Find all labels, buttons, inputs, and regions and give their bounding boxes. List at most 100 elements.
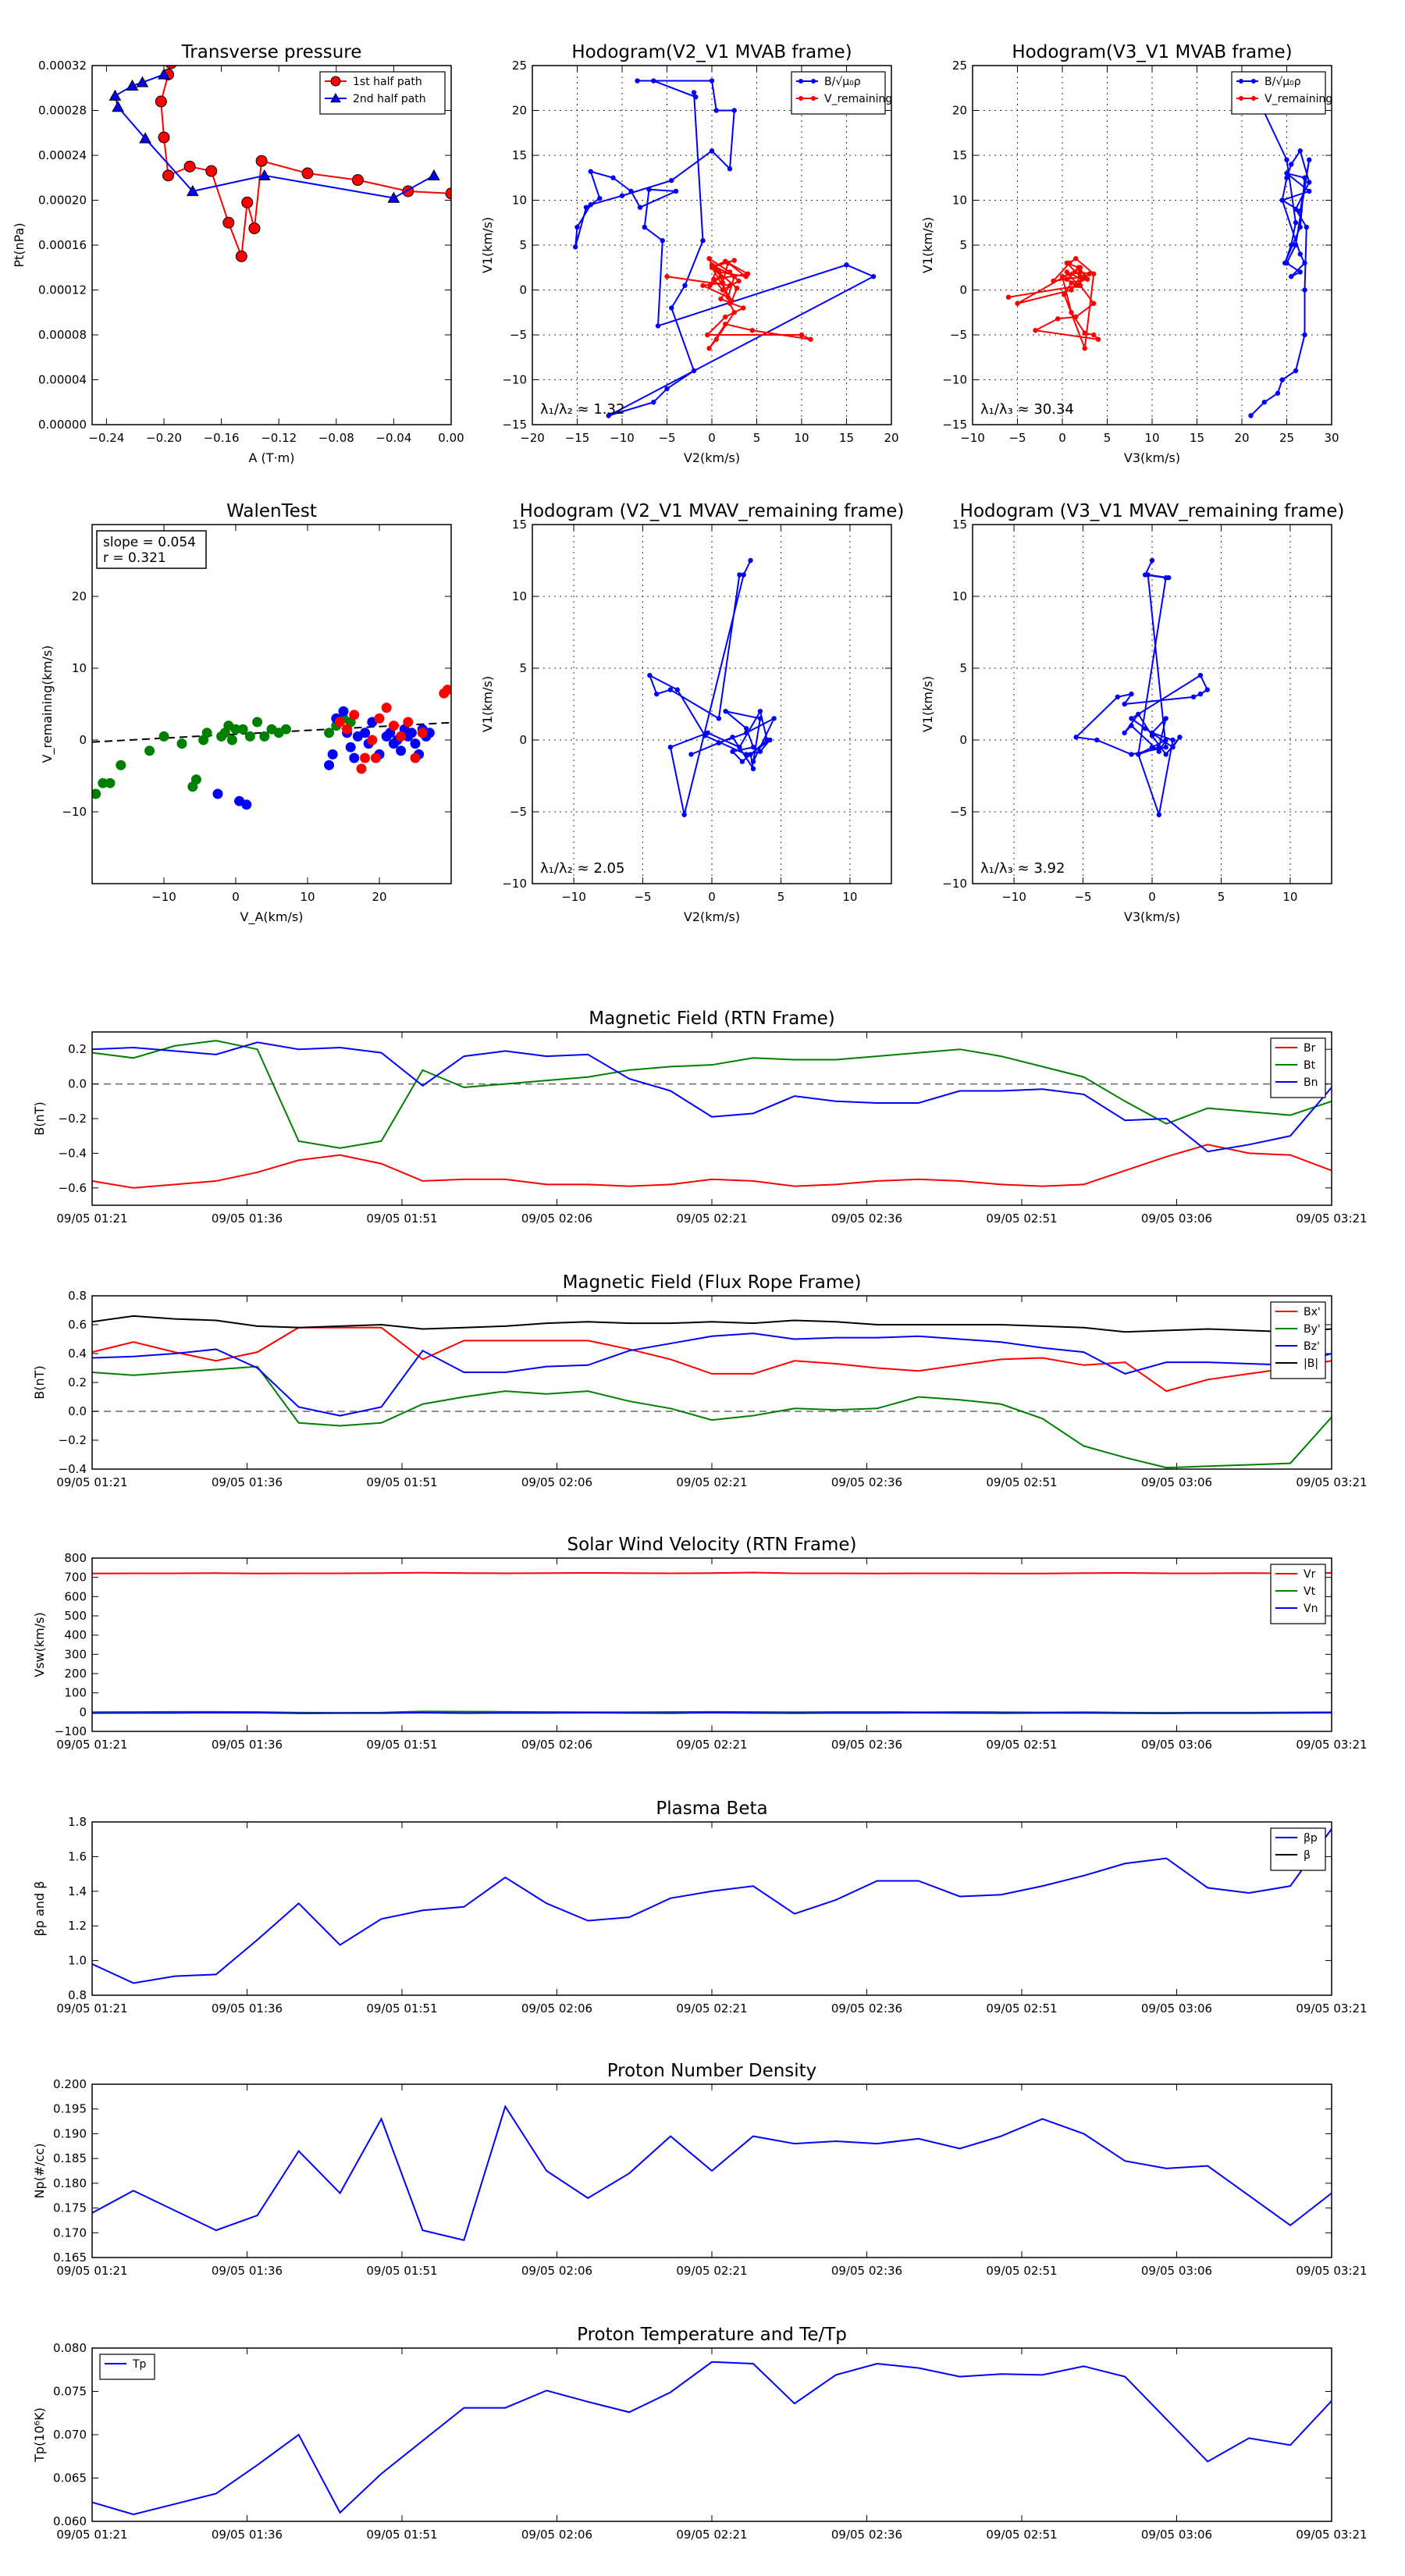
y-tick-label: 1.4 — [68, 1884, 87, 1898]
x-tick-label: 09/05 02:36 — [831, 2001, 902, 2016]
legend: Bx' By' Bz' |B| — [1270, 1301, 1326, 1379]
data-point — [1129, 752, 1134, 757]
series-2nd-half-path — [108, 68, 440, 203]
x-tick-label: 0 — [1148, 890, 1156, 904]
ratio-annotation: λ₁/λ₂ ≈ 2.05 — [540, 860, 624, 877]
y-tick-label: −10 — [942, 877, 967, 891]
data-line — [92, 1571, 1332, 1574]
data-point — [574, 224, 580, 230]
data-line — [92, 1828, 1332, 1984]
data-point — [1177, 735, 1183, 740]
data-point — [588, 169, 593, 174]
x-tick-label: 09/05 03:06 — [1141, 1475, 1212, 1489]
x-tick-label: 09/05 02:06 — [521, 1212, 592, 1226]
y-tick-label: 0.00032 — [38, 59, 87, 73]
data-point — [637, 205, 643, 210]
data-point — [280, 724, 291, 735]
y-tick-label: 100 — [64, 1686, 87, 1700]
data-point — [720, 287, 725, 293]
y-tick-label: −10 — [62, 805, 87, 819]
y-tick-label: 300 — [64, 1647, 87, 1661]
data-point — [748, 752, 753, 757]
x-tick-label: 09/05 03:06 — [1141, 1738, 1212, 1752]
x-tick-label: 09/05 01:36 — [212, 1475, 283, 1489]
data-point — [1082, 330, 1087, 336]
chart-title: Proton Number Density — [607, 2061, 817, 2081]
data-point — [1062, 292, 1067, 297]
data-point — [725, 294, 731, 300]
data-point — [808, 336, 813, 342]
x-tick-label: −10 — [1001, 890, 1026, 904]
data-point — [712, 264, 717, 269]
x-axis-label: V3(km/s) — [1124, 450, 1180, 465]
x-tick-label: −0.04 — [375, 431, 411, 445]
data-point — [155, 95, 167, 108]
y-tick-label: 5 — [519, 661, 527, 675]
data-point — [723, 322, 728, 327]
x-tick-label: 09/05 02:51 — [986, 1738, 1057, 1752]
plot-frame — [532, 524, 892, 884]
y-tick-label: 0 — [519, 733, 527, 747]
data-point — [588, 202, 593, 208]
series-br — [92, 1144, 1332, 1189]
plot-frame — [91, 1821, 1332, 1996]
data-point — [1129, 716, 1134, 721]
y-tick-label: 5 — [959, 238, 967, 252]
data-point — [664, 274, 670, 279]
data-line — [1245, 74, 1311, 417]
x-tick-label: 09/05 02:06 — [521, 2264, 592, 2278]
y-tick-label: 0.195 — [53, 2102, 87, 2116]
plot-frame — [91, 1031, 1332, 1206]
panel-mag_fr: 09/05 01:21 09/05 01:36 09/05 01:51 09/05 0… — [32, 1272, 1368, 1489]
data-point — [647, 673, 653, 678]
data-point — [1082, 346, 1087, 351]
data-point — [1302, 332, 1307, 338]
data-point — [370, 753, 381, 763]
data-point — [727, 269, 733, 275]
data-point — [1122, 730, 1127, 735]
data-point — [1077, 269, 1083, 275]
y-tick-label: −15 — [502, 418, 527, 432]
plot-frame — [972, 524, 1332, 884]
data-point — [116, 760, 126, 770]
data-point — [707, 283, 713, 288]
data-point — [718, 274, 724, 279]
series-blue — [212, 706, 435, 810]
data-point — [248, 222, 261, 234]
data-point — [660, 238, 665, 244]
data-point — [750, 766, 756, 771]
data-line — [92, 1041, 1332, 1153]
data-line — [92, 2361, 1332, 2516]
data-point — [158, 68, 170, 80]
y-tick-label: −10 — [942, 373, 967, 387]
plot-frame — [91, 2347, 1332, 2522]
data-point — [1190, 694, 1197, 699]
y-axis-label: Pt(nPa) — [12, 222, 27, 267]
data-point — [702, 733, 708, 738]
data-line — [92, 1332, 1332, 1417]
data-point — [417, 728, 428, 738]
x-tick-label: 09/05 01:36 — [212, 2264, 283, 2278]
data-point — [158, 731, 169, 742]
legend-label: Bz' — [1304, 1340, 1320, 1353]
data-point — [1059, 274, 1065, 279]
data-point — [338, 706, 349, 717]
data-point — [176, 738, 187, 749]
x-tick-label: 09/05 02:21 — [676, 2264, 747, 2278]
data-point — [1149, 745, 1155, 750]
data-point — [1156, 749, 1162, 754]
data-point — [1307, 180, 1312, 185]
legend-marker — [811, 96, 816, 101]
y-tick-label: 200 — [64, 1667, 87, 1681]
data-point — [381, 703, 392, 713]
y-tick-label: 1.6 — [68, 1849, 87, 1863]
y-axis-label: V1(km/s) — [480, 217, 495, 273]
x-axis-label: V_A(km/s) — [240, 909, 304, 925]
data-point — [1073, 256, 1079, 262]
x-tick-label: 15 — [839, 431, 854, 445]
data-point — [235, 250, 247, 262]
series-hodo — [1073, 557, 1210, 818]
x-tick-label: −0.20 — [146, 431, 182, 445]
legend: B/√μ₀ρ V_remaining — [791, 71, 892, 115]
